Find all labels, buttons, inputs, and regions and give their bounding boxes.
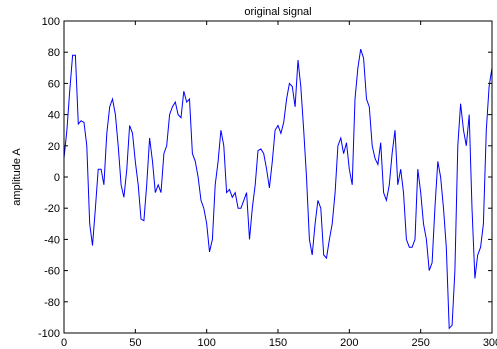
y-axis-label: amplitude A [11, 148, 23, 206]
x-tick-label: 100 [197, 337, 215, 349]
x-tick-label: 0 [61, 337, 67, 349]
y-tick-label: 0 [54, 172, 60, 184]
y-tick-label: -60 [44, 266, 60, 278]
plot-area [64, 21, 492, 333]
y-tick-label: 100 [42, 16, 60, 28]
chart-title: original signal [244, 6, 311, 18]
x-tick-label: 200 [340, 337, 358, 349]
plot-frame [63, 20, 493, 334]
y-tick-label: 80 [48, 47, 60, 59]
y-tick-label: -20 [44, 203, 60, 215]
y-tick-label: -100 [38, 328, 60, 340]
y-tick-label: -80 [44, 297, 60, 309]
y-tick-label: 60 [48, 78, 60, 90]
y-tick-label: 20 [48, 141, 60, 153]
y-tick-label: -40 [44, 234, 60, 246]
x-tick-label: 300 [483, 337, 497, 349]
x-tick-label: 150 [269, 337, 287, 349]
x-tick-label: 250 [411, 337, 429, 349]
series-line [63, 48, 493, 330]
axis-tick-labels: 050100150200250300100806040200-20-40-60-… [38, 16, 497, 349]
y-tick-label: 40 [48, 110, 60, 122]
x-tick-label: 50 [129, 337, 141, 349]
